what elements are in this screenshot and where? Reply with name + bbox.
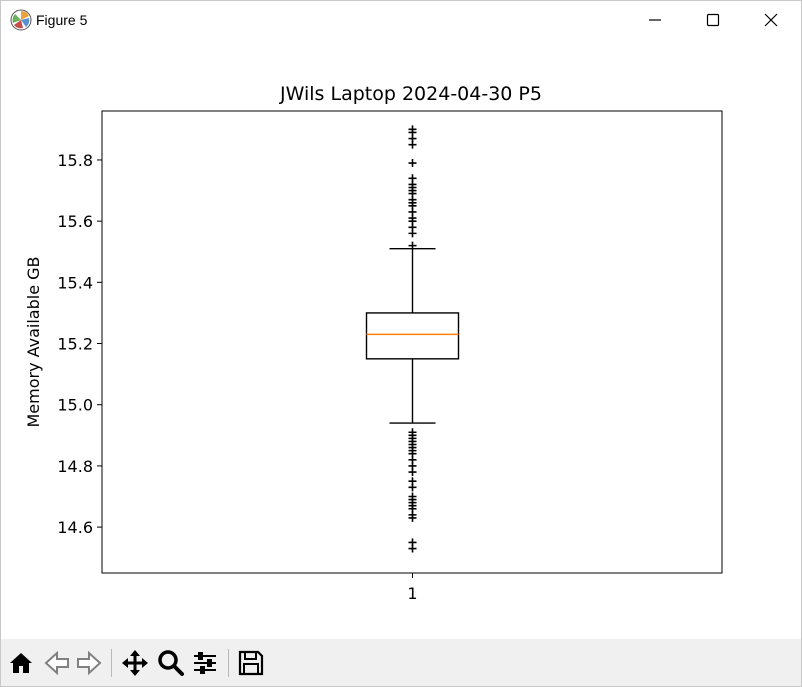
outlier-marker	[408, 483, 417, 492]
navigation-toolbar	[1, 639, 801, 686]
y-tick-label: 14.6	[57, 518, 93, 537]
outlier-marker	[408, 159, 417, 168]
back-button[interactable]	[41, 647, 73, 679]
toolbar-separator	[111, 649, 112, 677]
x-axis-ticks: 1	[407, 573, 418, 603]
y-tick-label: 15.8	[57, 151, 93, 170]
move-icon	[122, 650, 148, 676]
y-tick-label: 15.2	[57, 335, 93, 354]
outlier-marker	[408, 468, 417, 477]
toolbar-separator	[228, 649, 229, 677]
x-tick-label: 1	[407, 584, 417, 603]
outlier-marker	[408, 241, 417, 250]
y-tick-label: 15.4	[57, 273, 93, 292]
y-tick-label: 15.0	[57, 396, 93, 415]
outlier-marker	[408, 140, 417, 149]
floppy-disk-icon	[238, 650, 264, 676]
outlier-marker	[408, 513, 417, 522]
y-tick-label: 14.8	[57, 457, 93, 476]
back-arrow-icon	[44, 650, 69, 676]
window-title: Figure 5	[36, 12, 88, 28]
configure-subplots-button[interactable]	[189, 647, 221, 679]
pan-button[interactable]	[119, 647, 151, 679]
home-button[interactable]	[5, 647, 37, 679]
axes-frame	[101, 110, 723, 574]
maximize-button[interactable]	[684, 1, 742, 39]
plot-canvas[interactable]: JWils Laptop 2024-04-30 P5 Memory Availa…	[1, 39, 801, 639]
outlier-marker	[408, 544, 417, 553]
maximize-icon	[706, 13, 720, 27]
close-icon	[764, 13, 778, 27]
magnifier-icon	[158, 650, 184, 676]
home-icon	[10, 653, 32, 673]
zoom-button[interactable]	[155, 647, 187, 679]
save-button[interactable]	[235, 647, 267, 679]
sliders-icon	[194, 652, 216, 674]
matplotlib-icon	[10, 9, 32, 31]
chart-title: JWils Laptop 2024-04-30 P5	[279, 83, 542, 105]
outlier-marker	[408, 229, 417, 238]
close-button[interactable]	[742, 1, 800, 39]
box	[365, 247, 460, 424]
interquartile-box	[365, 312, 460, 360]
y-tick-label: 15.6	[57, 212, 93, 231]
title-bar[interactable]: Figure 5	[1, 1, 801, 39]
minimize-button[interactable]	[626, 1, 684, 39]
minimize-icon	[649, 19, 661, 21]
forward-arrow-icon	[77, 650, 102, 676]
y-axis-ticks: 14.6 14.8 15.0 15.2 15.4 15.6 15.8	[57, 151, 102, 537]
y-axis-label: Memory Available GB	[24, 256, 43, 427]
box-plot: JWils Laptop 2024-04-30 P5 Memory Availa…	[24, 83, 723, 603]
forward-button[interactable]	[73, 647, 105, 679]
outlier-markers	[408, 125, 417, 553]
